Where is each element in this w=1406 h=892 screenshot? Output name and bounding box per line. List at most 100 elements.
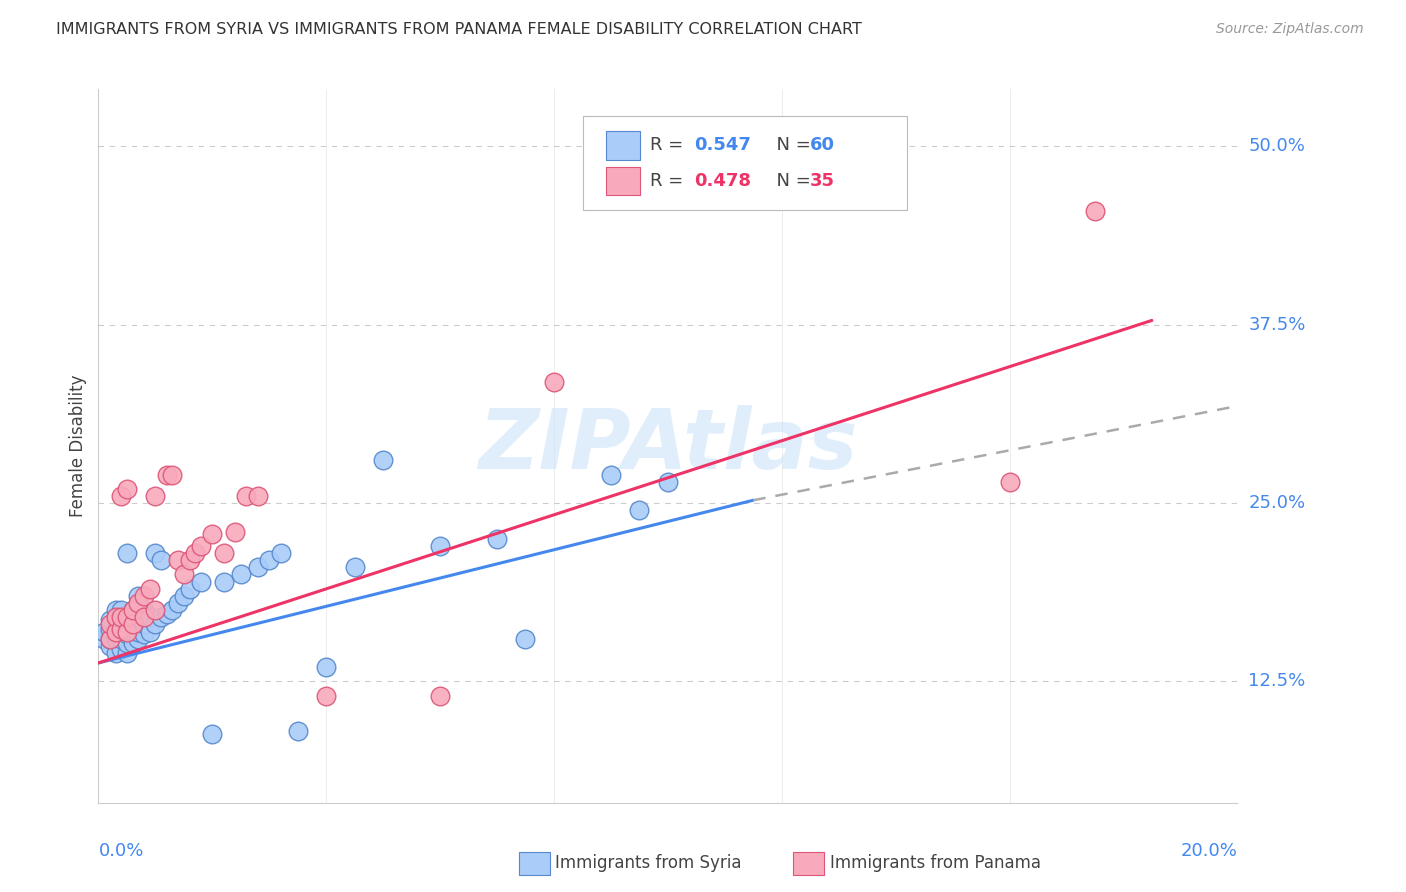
Point [373, 453, 395, 467]
Point [127, 596, 149, 610]
Point [287, 724, 309, 739]
Point [145, 489, 167, 503]
Text: 0.478: 0.478 [695, 172, 752, 190]
Point [657, 475, 679, 489]
Point [235, 489, 257, 503]
Point [104, 627, 127, 641]
Point [115, 636, 138, 650]
Point [515, 632, 537, 646]
Y-axis label: Female Disability: Female Disability [69, 375, 87, 517]
Point [132, 589, 155, 603]
Point [179, 582, 201, 596]
Point [212, 546, 235, 560]
Point [104, 622, 127, 636]
Point [201, 727, 224, 741]
Point [121, 617, 143, 632]
Point [104, 646, 127, 660]
Point [121, 624, 143, 639]
Text: R =: R = [650, 172, 689, 190]
Point [98, 622, 121, 636]
Point [628, 503, 651, 517]
Point [162, 467, 184, 482]
Text: R =: R = [650, 136, 689, 154]
Point [201, 527, 224, 541]
Point [156, 607, 179, 622]
Text: 20.0%: 20.0% [1181, 842, 1237, 860]
Point [104, 613, 127, 627]
Point [115, 646, 138, 660]
Point [315, 689, 337, 703]
Text: 0.547: 0.547 [695, 136, 751, 154]
Point [173, 589, 195, 603]
Point [98, 617, 121, 632]
Point [121, 636, 143, 650]
Text: ZIPAtlas: ZIPAtlas [478, 406, 858, 486]
Point [110, 610, 132, 624]
Point [127, 589, 149, 603]
Point [343, 560, 366, 574]
Point [110, 613, 132, 627]
Point [600, 467, 623, 482]
Point [270, 546, 292, 560]
Point [145, 617, 167, 632]
Point [127, 624, 149, 639]
Point [429, 689, 451, 703]
Text: 0.0%: 0.0% [98, 842, 143, 860]
Point [229, 567, 252, 582]
Point [104, 603, 127, 617]
Point [121, 603, 143, 617]
Point [184, 546, 207, 560]
Point [98, 639, 121, 653]
Point [115, 627, 138, 641]
Point [98, 632, 121, 646]
Point [138, 624, 160, 639]
Text: N =: N = [765, 136, 817, 154]
Point [115, 624, 138, 639]
Point [110, 603, 132, 617]
Text: 50.0%: 50.0% [1249, 137, 1305, 155]
Point [173, 567, 195, 582]
Text: IMMIGRANTS FROM SYRIA VS IMMIGRANTS FROM PANAMA FEMALE DISABILITY CORRELATION CH: IMMIGRANTS FROM SYRIA VS IMMIGRANTS FROM… [56, 22, 862, 37]
Point [150, 610, 173, 624]
Point [104, 624, 127, 639]
Point [138, 582, 160, 596]
Point [115, 617, 138, 632]
Text: Source: ZipAtlas.com: Source: ZipAtlas.com [1216, 22, 1364, 37]
Text: 37.5%: 37.5% [1249, 316, 1306, 334]
Point [486, 532, 509, 546]
Point [167, 553, 190, 567]
Point [1084, 203, 1107, 218]
Point [543, 375, 565, 389]
Point [110, 624, 132, 639]
Point [246, 560, 269, 574]
Point [98, 632, 121, 646]
Text: 35: 35 [810, 172, 835, 190]
Point [121, 603, 143, 617]
Point [998, 475, 1021, 489]
Point [93, 632, 115, 646]
Point [138, 610, 160, 624]
Point [167, 596, 190, 610]
Point [190, 539, 212, 553]
Point [115, 546, 138, 560]
Point [110, 641, 132, 656]
Point [156, 467, 179, 482]
Point [246, 489, 269, 503]
Point [98, 613, 121, 627]
Point [132, 627, 155, 641]
Point [429, 539, 451, 553]
Point [104, 610, 127, 624]
Point [132, 603, 155, 617]
Point [315, 660, 337, 674]
Point [212, 574, 235, 589]
Text: 25.0%: 25.0% [1249, 494, 1306, 512]
Text: 12.5%: 12.5% [1249, 673, 1306, 690]
Point [132, 610, 155, 624]
Text: 60: 60 [810, 136, 835, 154]
Point [104, 632, 127, 646]
Point [127, 632, 149, 646]
Point [224, 524, 246, 539]
Point [179, 553, 201, 567]
Point [115, 482, 138, 496]
Text: Immigrants from Panama: Immigrants from Panama [830, 855, 1040, 872]
